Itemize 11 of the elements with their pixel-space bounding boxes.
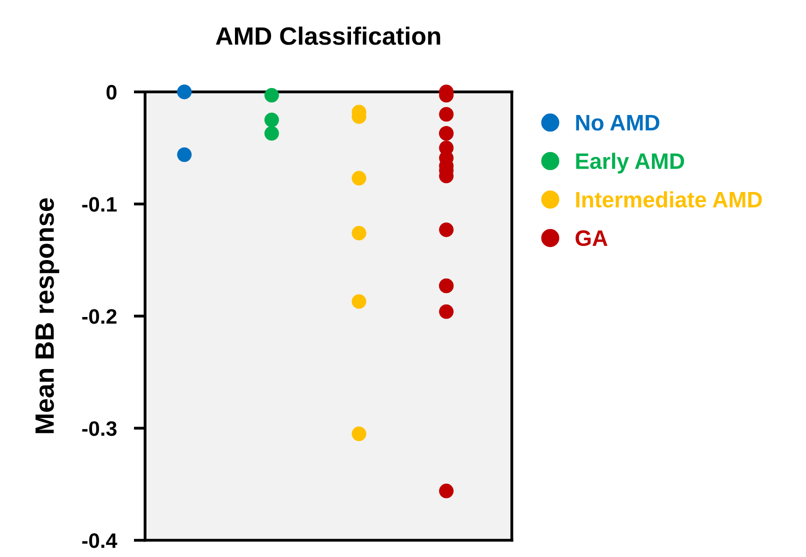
legend-label: Intermediate AMD <box>576 191 762 208</box>
y-tick-label: -0.3 <box>82 421 117 436</box>
y-tick-label: -0.1 <box>82 197 117 212</box>
y-axis-title: Mean BB response <box>36 198 60 434</box>
y-tick-label: 0 <box>106 84 116 100</box>
y-tick-label: -0.4 <box>82 533 118 548</box>
legend-label: GA <box>576 230 608 246</box>
y-tick-label: -0.2 <box>82 309 116 324</box>
legend-label: Early AMD <box>576 152 684 174</box>
chart-title: AMD Classification <box>216 26 440 45</box>
legend-label: No AMD <box>576 115 660 131</box>
